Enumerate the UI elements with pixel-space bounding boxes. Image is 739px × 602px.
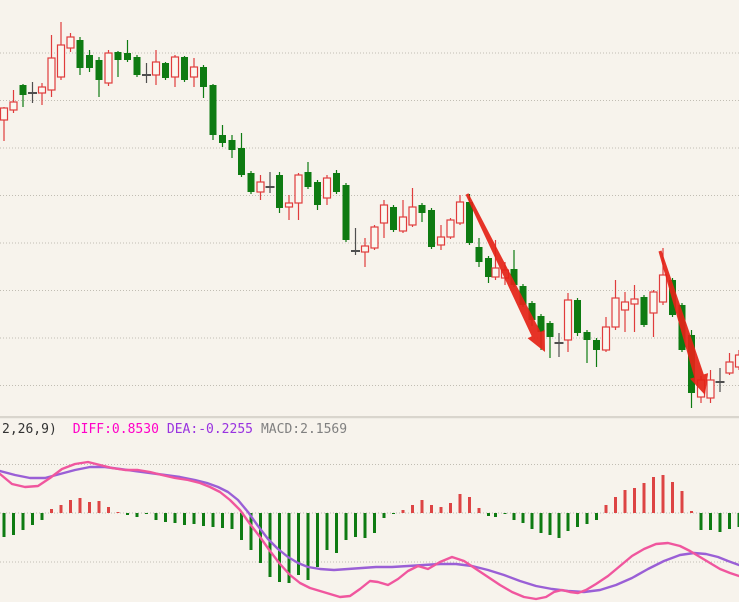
bearish-candle-body <box>124 53 131 60</box>
bullish-candle-body <box>601 326 611 351</box>
bullish-candle-body <box>455 201 465 224</box>
bearish-candle-body <box>475 247 483 262</box>
down-arrow-annotation[interactable] <box>465 193 545 352</box>
bullish-candle-body <box>649 291 658 314</box>
bearish-candle-body <box>574 300 581 333</box>
bullish-candle-body <box>734 354 739 368</box>
bullish-candle-body <box>360 245 370 253</box>
bearish-candle-body <box>333 173 340 192</box>
bearish-candle-body <box>276 175 283 208</box>
bearish-candle-body <box>247 173 255 192</box>
diff-value-label: DIFF:0.8530 <box>72 422 159 437</box>
bullish-candle-body <box>104 52 113 84</box>
bullish-candle-body <box>630 298 639 305</box>
macd-params-label: 2,26,9) <box>2 422 57 437</box>
bearish-candle-body <box>95 60 103 80</box>
bullish-candle-body <box>706 379 715 399</box>
bullish-candle-body <box>170 56 180 78</box>
macd-indicator-bar: 2,26,9) DIFF:0.8530 DEA:-0.2255 MACD:2.1569 <box>2 419 739 441</box>
bullish-candle-body <box>658 274 668 303</box>
bearish-candle-body <box>162 63 169 78</box>
bearish-candle-body <box>418 205 426 213</box>
bearish-candle-body <box>342 185 350 240</box>
bearish-candle-body <box>583 332 591 340</box>
bullish-candle-body <box>0 107 9 121</box>
bearish-candle-body <box>133 57 141 75</box>
bearish-candle-body <box>537 316 545 332</box>
bullish-candle-body <box>620 301 630 311</box>
bearish-candle-body <box>485 258 492 277</box>
bullish-candle-body <box>446 219 455 238</box>
bearish-candle-body <box>19 85 27 95</box>
bullish-candle-body <box>284 202 294 208</box>
bullish-candle-body <box>47 57 56 91</box>
bearish-candle-body <box>428 210 435 247</box>
bearish-candle-body <box>593 340 600 350</box>
bullish-candle-body <box>379 204 389 224</box>
dea-line <box>0 465 739 594</box>
bearish-candle-body <box>238 148 245 175</box>
bearish-candle-body <box>640 297 648 325</box>
bullish-candle-body <box>9 101 18 111</box>
down-arrow-annotation[interactable] <box>658 250 709 396</box>
bullish-candle-body <box>37 86 47 94</box>
dea-value-label: DEA:-0.2255 <box>166 422 253 437</box>
bearish-candle-body <box>200 67 207 87</box>
bearish-candle-body <box>528 303 536 320</box>
bullish-candle-body <box>491 267 500 278</box>
bullish-candle-body <box>563 299 573 341</box>
bullish-candle-body <box>436 236 446 246</box>
bearish-candle-body <box>519 286 527 305</box>
bearish-candle-body <box>76 40 84 68</box>
diff-line <box>0 460 739 601</box>
macd-value-label: MACD:2.1569 <box>260 422 348 437</box>
bearish-candle-body <box>228 140 236 150</box>
bullish-candle-body <box>408 206 417 226</box>
bullish-candle-body <box>370 226 379 249</box>
bearish-candle-body <box>219 135 226 143</box>
bullish-candle-body <box>611 297 620 328</box>
bullish-candle-body <box>189 66 199 78</box>
bearish-candle-body <box>466 202 473 243</box>
bullish-candle-body <box>151 61 161 76</box>
bullish-candle-body <box>256 181 265 193</box>
bullish-candle-body <box>56 44 66 78</box>
bearish-candle-body <box>181 57 188 80</box>
panel-separator <box>0 416 739 419</box>
bearish-candle-body <box>114 52 122 60</box>
bullish-candle-body <box>398 216 408 232</box>
bearish-candle-body <box>390 207 397 230</box>
bearish-candle-body <box>86 55 93 68</box>
bearish-candle-body <box>546 323 554 337</box>
bearish-candle-body <box>510 269 518 285</box>
bullish-candle-body <box>66 36 75 49</box>
bullish-candle-body <box>322 177 332 199</box>
bullish-candle-body <box>725 361 734 374</box>
bearish-candle-body <box>304 172 312 187</box>
bearish-candle-body <box>314 182 321 205</box>
bearish-candle-body <box>209 85 217 135</box>
bullish-candle-body <box>294 174 303 204</box>
